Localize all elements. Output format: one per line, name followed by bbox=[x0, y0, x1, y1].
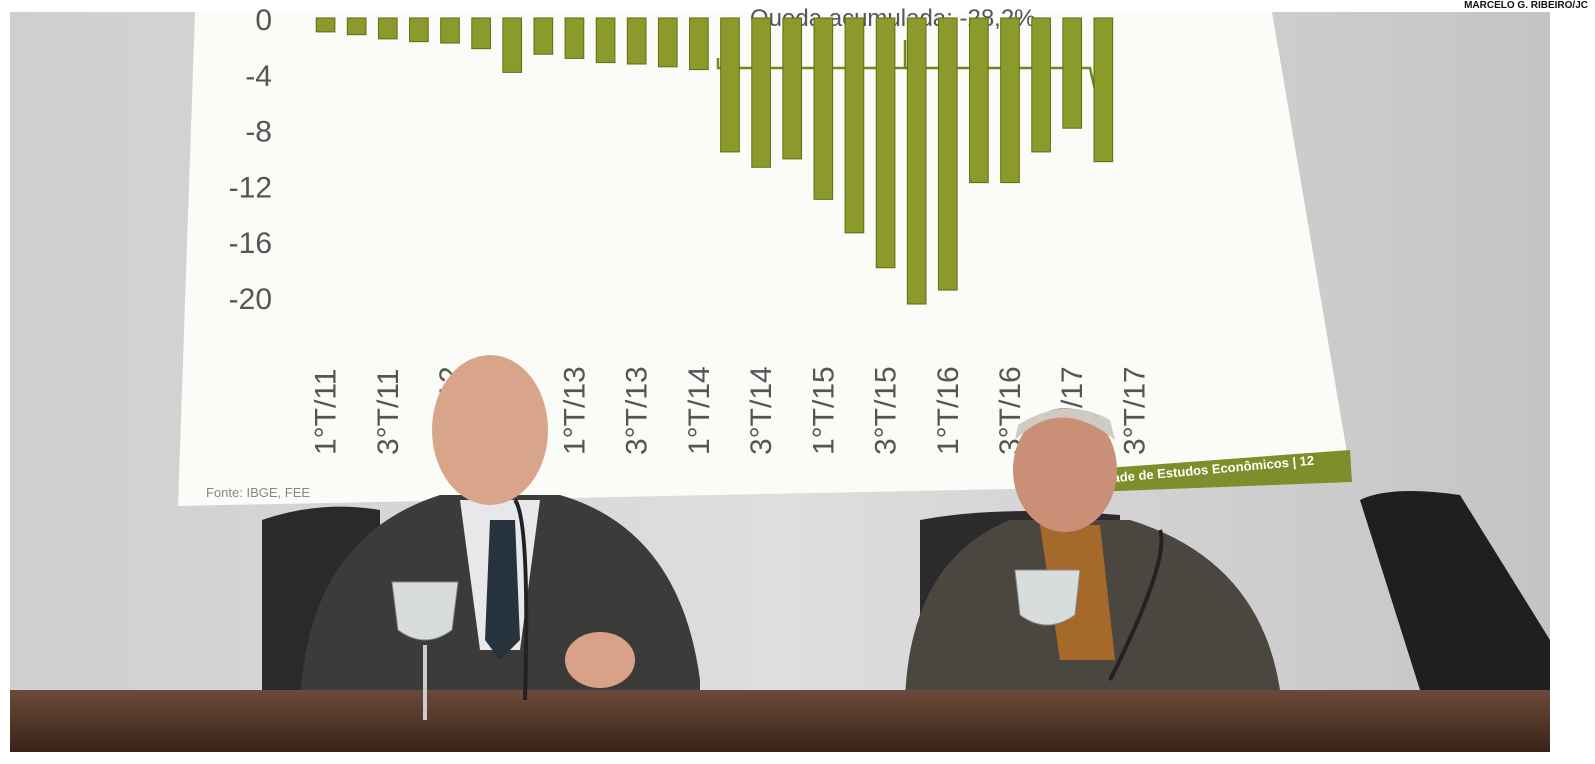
y-tick-label: -4 bbox=[245, 60, 272, 93]
bar bbox=[378, 18, 397, 39]
bar bbox=[410, 18, 429, 42]
bar bbox=[472, 18, 491, 49]
x-tick-label: 1°T/14 bbox=[683, 366, 716, 455]
bar bbox=[565, 18, 584, 58]
x-tick-label: 3°T/17 bbox=[1118, 366, 1151, 455]
head bbox=[432, 355, 548, 505]
bar bbox=[876, 18, 895, 268]
bar bbox=[845, 18, 864, 233]
bar bbox=[783, 18, 802, 159]
bar bbox=[534, 18, 553, 54]
hands bbox=[565, 632, 635, 688]
bar bbox=[503, 18, 522, 72]
y-tick-label: -16 bbox=[229, 227, 272, 260]
y-tick-label: -20 bbox=[229, 283, 272, 316]
x-tick-label: 3°T/11 bbox=[372, 369, 405, 455]
x-tick-label: 1°T/16 bbox=[932, 366, 965, 455]
desk bbox=[10, 690, 1550, 752]
y-tick-label: -12 bbox=[229, 171, 272, 204]
bar bbox=[596, 18, 615, 63]
source: Fonte: IBGE, FEE bbox=[206, 485, 310, 500]
y-tick-label: -8 bbox=[245, 116, 272, 149]
bar bbox=[441, 18, 460, 43]
glass bbox=[1015, 570, 1080, 625]
bar bbox=[690, 18, 709, 70]
x-tick-label: 3°T/14 bbox=[745, 366, 778, 455]
bar bbox=[1001, 18, 1020, 183]
bar bbox=[814, 18, 833, 199]
bar bbox=[658, 18, 677, 67]
bar bbox=[970, 18, 989, 183]
bar bbox=[627, 18, 646, 64]
bar bbox=[938, 18, 957, 290]
x-tick-label: 1°T/13 bbox=[558, 366, 591, 455]
x-tick-label: 3°T/15 bbox=[870, 366, 903, 455]
bar bbox=[347, 18, 366, 35]
bar bbox=[1063, 18, 1082, 128]
glass-stem bbox=[423, 645, 427, 720]
bar bbox=[907, 18, 926, 304]
page: Queda acumulada: -28,2% Fonte: IBGE, FEE… bbox=[0, 0, 1595, 764]
glass bbox=[392, 582, 458, 640]
bar bbox=[1094, 18, 1113, 162]
bar bbox=[316, 18, 335, 32]
bar bbox=[1032, 18, 1051, 152]
photo-credit: MARCELO G. RIBEIRO/JC bbox=[1464, 0, 1588, 11]
tie bbox=[485, 520, 520, 660]
bar bbox=[721, 18, 740, 152]
x-tick-label: 1°T/11 bbox=[310, 369, 343, 455]
photo: Queda acumulada: -28,2% Fonte: IBGE, FEE… bbox=[0, 0, 1595, 764]
x-tick-label: 1°T/15 bbox=[807, 366, 840, 455]
y-tick-label: 0 bbox=[255, 4, 272, 37]
x-tick-label: 3°T/13 bbox=[621, 366, 654, 455]
bar bbox=[752, 18, 771, 167]
